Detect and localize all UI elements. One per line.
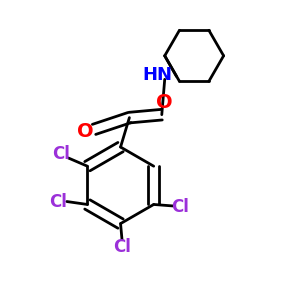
Text: Cl: Cl xyxy=(113,238,131,256)
Text: Cl: Cl xyxy=(49,193,67,211)
Text: HN: HN xyxy=(142,66,172,84)
Text: O: O xyxy=(77,122,94,141)
Text: Cl: Cl xyxy=(171,198,189,216)
Text: Cl: Cl xyxy=(52,146,70,164)
Text: O: O xyxy=(156,93,173,112)
